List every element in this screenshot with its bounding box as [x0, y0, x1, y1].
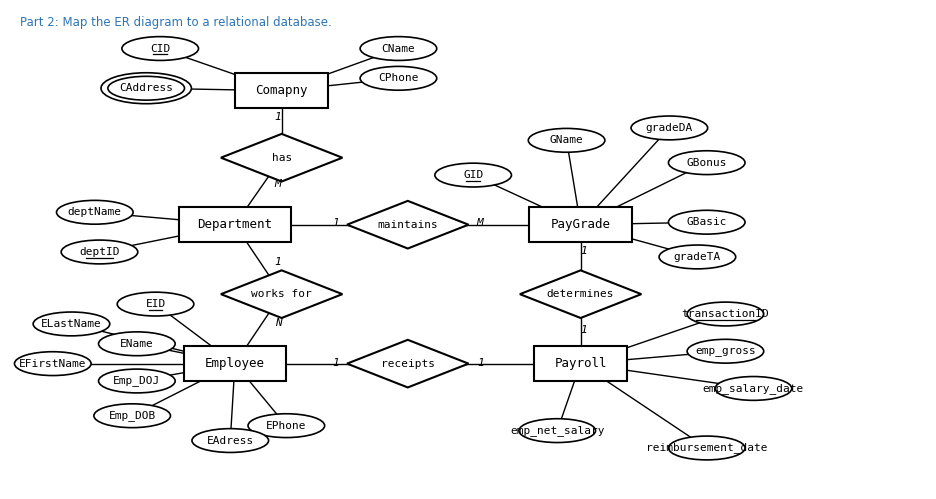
Text: Employee: Employee [205, 357, 265, 370]
Polygon shape [346, 340, 468, 387]
Text: Payroll: Payroll [554, 357, 607, 370]
Text: emp_gross: emp_gross [695, 346, 755, 356]
Text: EName: EName [120, 339, 154, 349]
Ellipse shape [108, 76, 184, 100]
Text: ELastName: ELastName [41, 319, 102, 329]
Text: PayGrade: PayGrade [550, 218, 610, 231]
Text: GBonus: GBonus [686, 158, 726, 168]
Text: reimbursement_date: reimbursement_date [645, 443, 767, 454]
Ellipse shape [94, 404, 170, 428]
Ellipse shape [33, 312, 110, 336]
Ellipse shape [98, 332, 175, 356]
Ellipse shape [192, 429, 269, 453]
Text: CName: CName [381, 43, 415, 53]
Text: CID: CID [150, 43, 170, 53]
Text: 1: 1 [274, 257, 281, 267]
Ellipse shape [56, 201, 133, 224]
Ellipse shape [667, 210, 744, 234]
Text: maintains: maintains [377, 220, 438, 230]
FancyBboxPatch shape [534, 346, 626, 381]
Text: 1: 1 [476, 358, 484, 368]
Ellipse shape [117, 292, 194, 316]
Text: 1: 1 [332, 358, 339, 368]
Text: 1: 1 [579, 325, 586, 335]
Ellipse shape [98, 369, 175, 393]
Ellipse shape [61, 240, 138, 264]
Ellipse shape [630, 116, 707, 140]
Text: N: N [274, 318, 281, 328]
Ellipse shape [101, 73, 191, 104]
Ellipse shape [519, 419, 595, 443]
Text: EPhone: EPhone [266, 421, 306, 431]
Text: works for: works for [251, 289, 312, 299]
Polygon shape [221, 270, 342, 318]
Text: GName: GName [549, 135, 583, 145]
Ellipse shape [122, 36, 198, 60]
Ellipse shape [658, 245, 735, 269]
Text: EID: EID [145, 299, 166, 309]
Polygon shape [346, 201, 468, 249]
FancyBboxPatch shape [179, 207, 291, 242]
Text: M: M [475, 218, 483, 228]
Text: 1: 1 [579, 247, 586, 256]
Text: EFirstName: EFirstName [19, 359, 86, 369]
Text: GID: GID [462, 170, 483, 180]
Text: 1: 1 [274, 111, 281, 122]
Text: Emp_DOB: Emp_DOB [109, 410, 155, 421]
FancyBboxPatch shape [183, 346, 286, 381]
Text: M: M [274, 179, 281, 189]
Ellipse shape [667, 151, 744, 175]
Text: emp_net_salary: emp_net_salary [509, 425, 604, 436]
Ellipse shape [686, 302, 763, 326]
Text: gradeDA: gradeDA [645, 123, 693, 133]
Text: 1: 1 [332, 218, 339, 228]
Text: CPhone: CPhone [378, 73, 418, 83]
Text: Comapny: Comapny [256, 84, 308, 97]
Text: receipts: receipts [380, 359, 434, 369]
Polygon shape [519, 270, 640, 318]
Ellipse shape [14, 352, 91, 376]
Ellipse shape [359, 66, 436, 90]
Text: gradeTA: gradeTA [673, 252, 720, 262]
Ellipse shape [667, 436, 744, 460]
Text: Emp_DOJ: Emp_DOJ [113, 376, 160, 386]
Ellipse shape [714, 377, 791, 400]
Text: transactionID: transactionID [680, 309, 768, 319]
Ellipse shape [359, 36, 436, 60]
Text: GBasic: GBasic [686, 217, 726, 227]
Text: deptID: deptID [80, 247, 120, 257]
Ellipse shape [248, 414, 324, 438]
Text: determines: determines [547, 289, 614, 299]
Ellipse shape [434, 163, 511, 187]
Text: Part 2: Map the ER diagram to a relational database.: Part 2: Map the ER diagram to a relation… [20, 16, 331, 29]
Text: EAdress: EAdress [207, 436, 254, 446]
Ellipse shape [686, 339, 763, 363]
Text: CAddress: CAddress [119, 83, 173, 93]
Text: Department: Department [197, 218, 272, 231]
FancyBboxPatch shape [529, 207, 631, 242]
Ellipse shape [528, 128, 605, 152]
Text: emp_salary_date: emp_salary_date [702, 383, 803, 394]
Text: deptName: deptName [67, 207, 122, 217]
FancyBboxPatch shape [235, 73, 328, 108]
Text: has: has [271, 153, 291, 163]
Polygon shape [221, 134, 342, 182]
